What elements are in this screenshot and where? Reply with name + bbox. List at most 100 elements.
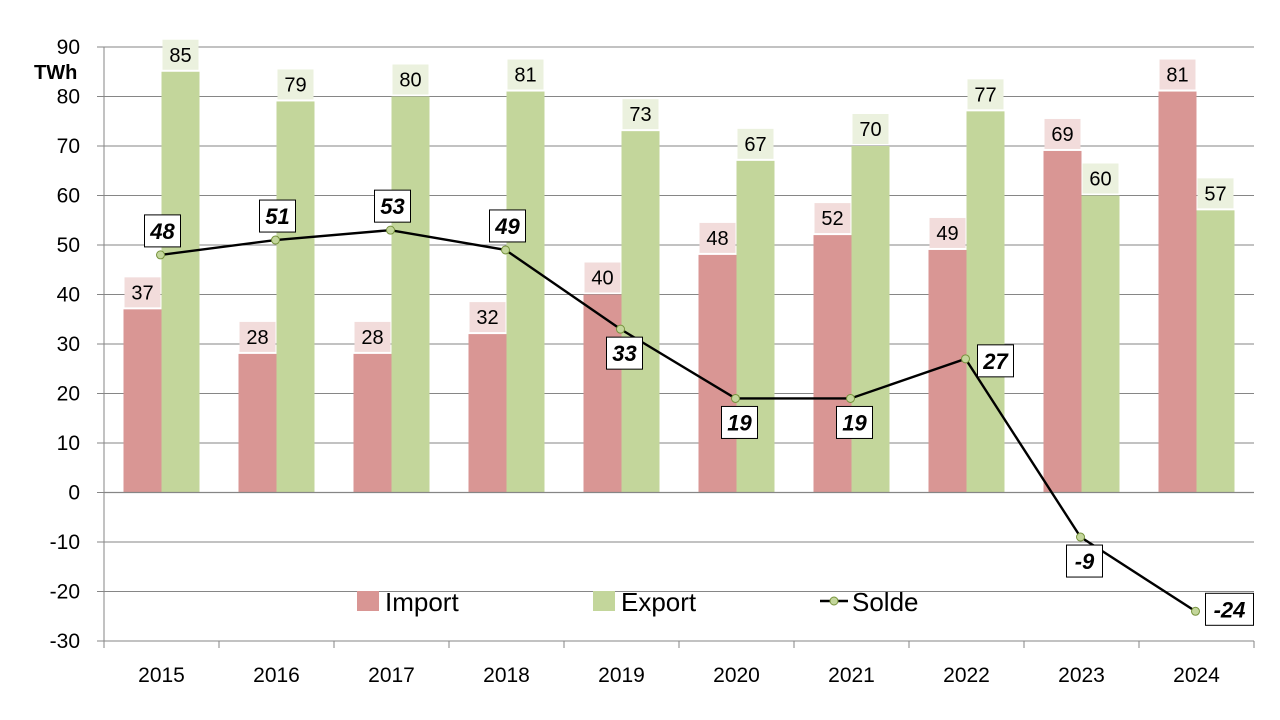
solde-value-label: -9	[1075, 549, 1095, 574]
export-bar	[1081, 195, 1120, 493]
import-value-label: 32	[476, 307, 498, 329]
solde-line-layer	[156, 225, 1200, 616]
y-tick-label: -30	[50, 630, 80, 653]
import-value-label-bg	[354, 321, 391, 352]
legend-export-swatch	[593, 591, 615, 611]
x-tick-label: 2017	[368, 664, 415, 687]
solde-value-label-box	[606, 336, 643, 370]
solde-value-label-box	[374, 189, 411, 223]
solde-value-label: 53	[380, 194, 404, 219]
export-value-label-bg	[277, 69, 314, 100]
y-tick-label: 20	[57, 383, 80, 406]
import-bar	[583, 294, 622, 493]
solde-value-label-box	[259, 199, 296, 233]
axes: -30 -20 -10 0 10 20 30 40 50 60 70 80 90 TWh 2015 2016 2…	[34, 36, 1255, 687]
export-value-label: 73	[629, 104, 651, 126]
solde-value-label-box	[977, 344, 1014, 378]
import-bar	[813, 235, 852, 493]
export-value-label-bg	[622, 99, 659, 130]
solde-value-label-box	[721, 405, 758, 439]
y-tick-label: 80	[57, 86, 80, 109]
solde-marker	[961, 354, 970, 364]
legend-import-label: Import	[385, 587, 459, 617]
solde-value-label-box	[489, 209, 526, 243]
y-unit-label: TWh	[34, 62, 77, 84]
export-bar	[736, 160, 775, 493]
import-value-label-bg	[814, 203, 851, 234]
export-bar	[621, 131, 660, 493]
import-value-label-bg	[699, 222, 736, 253]
y-tick-label: 60	[57, 185, 80, 208]
legend-solde-label: Solde	[852, 587, 919, 617]
y-tick-label: 90	[57, 36, 80, 59]
import-bar	[1158, 91, 1197, 493]
export-value-label-bg	[392, 64, 429, 95]
solde-marker	[846, 393, 855, 403]
x-tick-label: 2020	[713, 664, 760, 687]
y-tick-label: 40	[57, 284, 80, 307]
legend-solde-marker	[829, 596, 839, 606]
solde-marker	[156, 250, 165, 260]
y-tick-label: 0	[68, 482, 80, 505]
export-value-label: 77	[974, 84, 996, 106]
import-bar	[353, 353, 392, 493]
import-bar	[238, 353, 277, 493]
import-bar	[698, 254, 737, 493]
import-value-label: 69	[1051, 124, 1073, 146]
y-tick-label: 50	[57, 234, 80, 257]
export-bar	[276, 101, 315, 493]
import-bar	[928, 249, 967, 493]
export-value-label-bg	[967, 79, 1004, 110]
export-bar	[391, 96, 430, 493]
y-tick-label: -10	[50, 531, 80, 554]
solde-value-label: 33	[612, 341, 636, 366]
x-tick-label: 2023	[1058, 664, 1105, 687]
solde-value-label: 19	[842, 410, 867, 435]
export-value-label-bg	[737, 128, 774, 159]
solde-marker	[1191, 606, 1200, 616]
import-bar	[1043, 150, 1082, 493]
solde-value-label: 51	[265, 204, 289, 229]
export-bar	[966, 111, 1005, 493]
import-value-label: 37	[131, 282, 153, 304]
export-value-label: 60	[1089, 169, 1111, 191]
solde-marker	[1076, 532, 1085, 542]
solde-marker	[731, 393, 740, 403]
solde-marker	[501, 245, 510, 255]
y-tick-label: 70	[57, 135, 80, 158]
import-value-label: 81	[1166, 65, 1188, 87]
import-bar	[123, 309, 162, 493]
export-value-label-bg	[162, 39, 199, 70]
export-value-label: 79	[284, 74, 306, 96]
solde-value-label-box	[1205, 592, 1254, 626]
solde-value-label: 19	[727, 410, 752, 435]
solde-value-label-box	[144, 214, 181, 248]
legend: Import Export Solde	[357, 587, 919, 617]
export-bar	[506, 91, 545, 493]
solde-marker	[271, 235, 280, 245]
import-value-label-bg	[239, 321, 276, 352]
x-tick-label: 2016	[253, 664, 300, 687]
x-tick-label: 2022	[943, 664, 990, 687]
export-value-label-bg	[852, 114, 889, 144]
export-value-label-bg	[1082, 163, 1119, 194]
export-value-label-bg	[1197, 178, 1234, 209]
import-value-label: 48	[706, 228, 728, 250]
solde-marker	[616, 324, 625, 334]
y-tick-label: -20	[50, 581, 80, 604]
export-value-label: 85	[169, 45, 191, 67]
solde-value-label: 49	[494, 214, 520, 239]
import-value-label-bg	[584, 262, 621, 293]
import-value-label: 52	[821, 208, 843, 230]
import-value-label-bg	[124, 277, 161, 308]
y-tick-label: 10	[57, 432, 80, 455]
export-bar	[161, 71, 200, 493]
x-tick-label: 2018	[483, 664, 530, 687]
data-labels: 37 85 28 79 28 80 32 81 40 73 48 67 52 70 49 77 69 60 81 57…	[124, 39, 1254, 626]
x-tick-label: 2019	[598, 664, 645, 687]
solde-value-label: 48	[149, 219, 175, 244]
x-tick-label: 2021	[828, 664, 875, 687]
x-tick-label: 2024	[1173, 664, 1220, 687]
export-value-label: 70	[859, 119, 881, 141]
